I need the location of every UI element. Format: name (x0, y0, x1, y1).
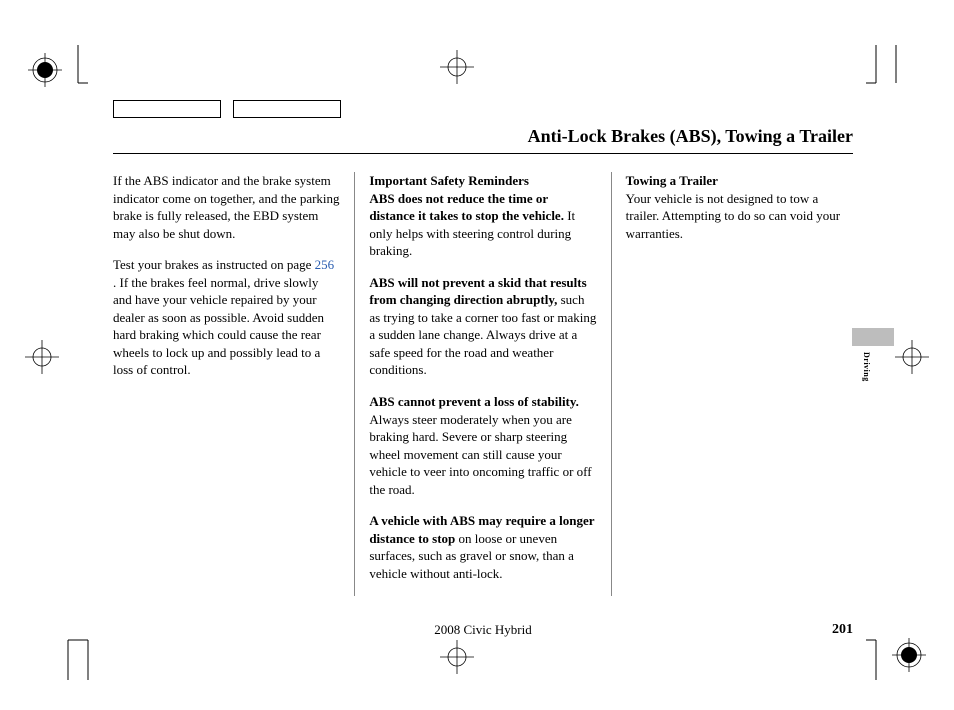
col1-p2-text-a: Test your brakes as instructed on page (113, 257, 315, 272)
reg-mark-top-center (440, 50, 474, 84)
crop-corner-top-left (68, 45, 88, 95)
col2-para-3: ABS cannot prevent a loss of stability. … (369, 393, 596, 498)
header-box-1 (113, 100, 221, 118)
page-number: 201 (832, 622, 853, 638)
col3-text-1: Your vehicle is not designed to tow a tr… (626, 191, 840, 241)
col2-para-4: A vehicle with ABS may require a longer … (369, 512, 596, 582)
reg-mark-bottom-right (892, 638, 926, 672)
reg-mark-mid-left (25, 340, 59, 374)
col1-para-2: Test your brakes as instructed on page 2… (113, 256, 340, 379)
col1-p2-text-b: . If the brakes feel normal, drive slowl… (113, 275, 324, 378)
col2-para-2: ABS will not prevent a skid that results… (369, 274, 596, 379)
col2-bold-2: ABS will not prevent a skid that results… (369, 275, 586, 308)
title-row: Anti-Lock Brakes (ABS), Towing a Trailer (113, 126, 853, 154)
col2-heading: Important Safety Reminders (369, 173, 529, 188)
col3-para-1: Towing a Trailer Your vehicle is not des… (626, 172, 853, 242)
crop-corner-top-right (866, 45, 906, 95)
col2-text-3: Always steer moderately when you are bra… (369, 412, 591, 497)
page-title: Anti-Lock Brakes (ABS), Towing a Trailer (528, 126, 853, 146)
section-tab (852, 328, 894, 346)
reg-mark-bottom-center (440, 640, 474, 674)
col3-heading: Towing a Trailer (626, 173, 718, 188)
reg-mark-mid-right (895, 340, 929, 374)
reg-mark-top-left (28, 53, 62, 87)
column-3: Towing a Trailer Your vehicle is not des… (612, 172, 853, 596)
crop-corner-bottom-left (58, 630, 98, 680)
header-box-2 (233, 100, 341, 118)
section-label: Driving (862, 352, 871, 382)
columns: If the ABS indicator and the brake syste… (113, 172, 853, 596)
col2-bold-3: ABS cannot prevent a loss of stability. (369, 394, 579, 409)
column-2: Important Safety Reminders ABS does not … (354, 172, 611, 596)
page-footer: 2008 Civic Hybrid 201 (113, 622, 853, 638)
page-ref-link[interactable]: 256 (315, 257, 335, 272)
col2-bold-1: ABS does not reduce the time or distance… (369, 191, 564, 224)
footer-model: 2008 Civic Hybrid (434, 622, 532, 638)
column-1: If the ABS indicator and the brake syste… (113, 172, 354, 596)
col1-para-1: If the ABS indicator and the brake syste… (113, 172, 340, 242)
header-boxes (113, 100, 853, 118)
page-content: Anti-Lock Brakes (ABS), Towing a Trailer… (113, 100, 853, 596)
col2-para-1: Important Safety Reminders ABS does not … (369, 172, 596, 260)
